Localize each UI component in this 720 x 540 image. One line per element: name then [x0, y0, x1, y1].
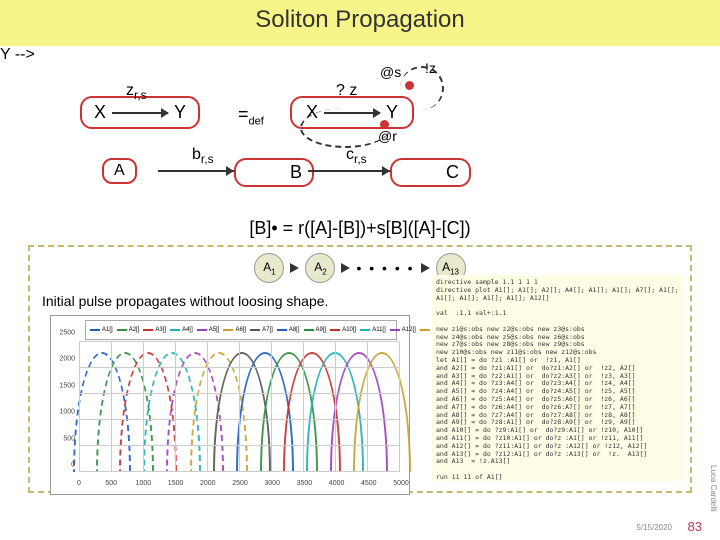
x-tick: 4000 — [329, 480, 345, 487]
y-tick: 2000 — [59, 356, 75, 363]
y-tick: 500 — [63, 435, 75, 442]
legend-item: A12[] — [390, 327, 416, 333]
y-tick: 2500 — [59, 330, 75, 337]
arrowhead-ab — [226, 166, 234, 176]
label-at-s: @s — [380, 64, 401, 80]
brs-sub: r,s — [201, 152, 214, 166]
x-tick: 500 — [105, 480, 117, 487]
legend-item: A4[] — [170, 327, 193, 333]
x-tick: 3500 — [297, 480, 313, 487]
y-tick: 1500 — [59, 382, 75, 389]
x-tick: 1500 — [168, 480, 184, 487]
y-tick: 1000 — [59, 409, 75, 416]
zrs-sub: r,s — [134, 88, 147, 102]
diagram-area: Y --> X zr,s Y =def X ? z Y @s !z @r — [0, 46, 720, 214]
x-tick: 1000 — [136, 480, 152, 487]
title-band: Soliton Propagation — [0, 0, 720, 46]
arrow-bc — [308, 170, 390, 172]
eqdef-1: =def — [238, 104, 264, 128]
x-tick: 0 — [77, 480, 81, 487]
y-tick: 0 — [71, 462, 75, 469]
chart-legend: A1[] A2[]A3[] A4[] A5[]A6[] A7[] A8[] A9[]A10[… — [85, 320, 397, 340]
brs-b: b — [192, 146, 201, 163]
legend-item: A3[] — [143, 327, 166, 333]
chain-arrow-icon — [421, 263, 430, 273]
chain-node-2: A2 — [305, 253, 335, 283]
page-title: Soliton Propagation — [0, 6, 720, 34]
legend-item: A1[] — [90, 327, 113, 333]
motif-zrs: X zr,s Y — [80, 96, 200, 129]
chain-node-1: A1 — [254, 253, 284, 283]
label-qz: ? z — [336, 82, 357, 100]
page-number: 83 — [688, 519, 702, 534]
motif-brs: B — [234, 158, 314, 187]
arc-top — [400, 66, 444, 110]
x-tick: 2500 — [232, 480, 248, 487]
arc-bottom — [300, 108, 390, 148]
arrowhead-bc — [382, 166, 390, 176]
chart-plot-area — [79, 342, 399, 472]
legend-item: A11[] — [360, 327, 386, 333]
motif-crs: C — [390, 158, 471, 187]
chain-dots: • • • • • — [356, 260, 414, 276]
legend-item: A7[] — [250, 327, 273, 333]
legend-item: A2[] — [117, 327, 140, 333]
node-a: A — [102, 158, 137, 184]
x-tick: 3000 — [264, 480, 280, 487]
node-y2: Y — [386, 102, 398, 123]
arrow-ab — [158, 170, 234, 172]
node-c: C — [446, 162, 459, 183]
crs-sub: r,s — [354, 152, 367, 166]
dashed-frame: A1 A2 • • • • • A13 Initial pulse propag… — [28, 245, 692, 493]
crs-c: c — [346, 146, 354, 163]
x-tick: 2000 — [200, 480, 216, 487]
x-tick: 4500 — [361, 480, 377, 487]
legend-item: A5[] — [197, 327, 220, 333]
node-b: B — [290, 162, 302, 183]
legend-item: A10[] — [330, 327, 356, 333]
x-tick: 5000 — [393, 480, 409, 487]
rate-equation: [B]• = r([A]-[B])+s[B]([A]-[C]) — [0, 218, 720, 239]
legend-item: A9[] — [304, 327, 327, 333]
chain-arrow-icon — [290, 263, 299, 273]
chain-arrow-icon — [341, 263, 350, 273]
code-block: directive sample 1.1 1 1 1 directive plo… — [432, 275, 684, 481]
legend-item: A8[] — [277, 327, 300, 333]
node-x: X — [94, 102, 106, 123]
legend-item: A6[] — [223, 327, 246, 333]
author-credit: Luca Cardelli — [709, 465, 718, 512]
footer-date: 5/15/2020 — [636, 523, 672, 532]
node-y: Y — [174, 102, 186, 123]
soliton-chart: A1[] A2[]A3[] A4[] A5[]A6[] A7[] A8[] A9[]A10[… — [50, 315, 410, 495]
zrs-z: z — [126, 82, 134, 99]
